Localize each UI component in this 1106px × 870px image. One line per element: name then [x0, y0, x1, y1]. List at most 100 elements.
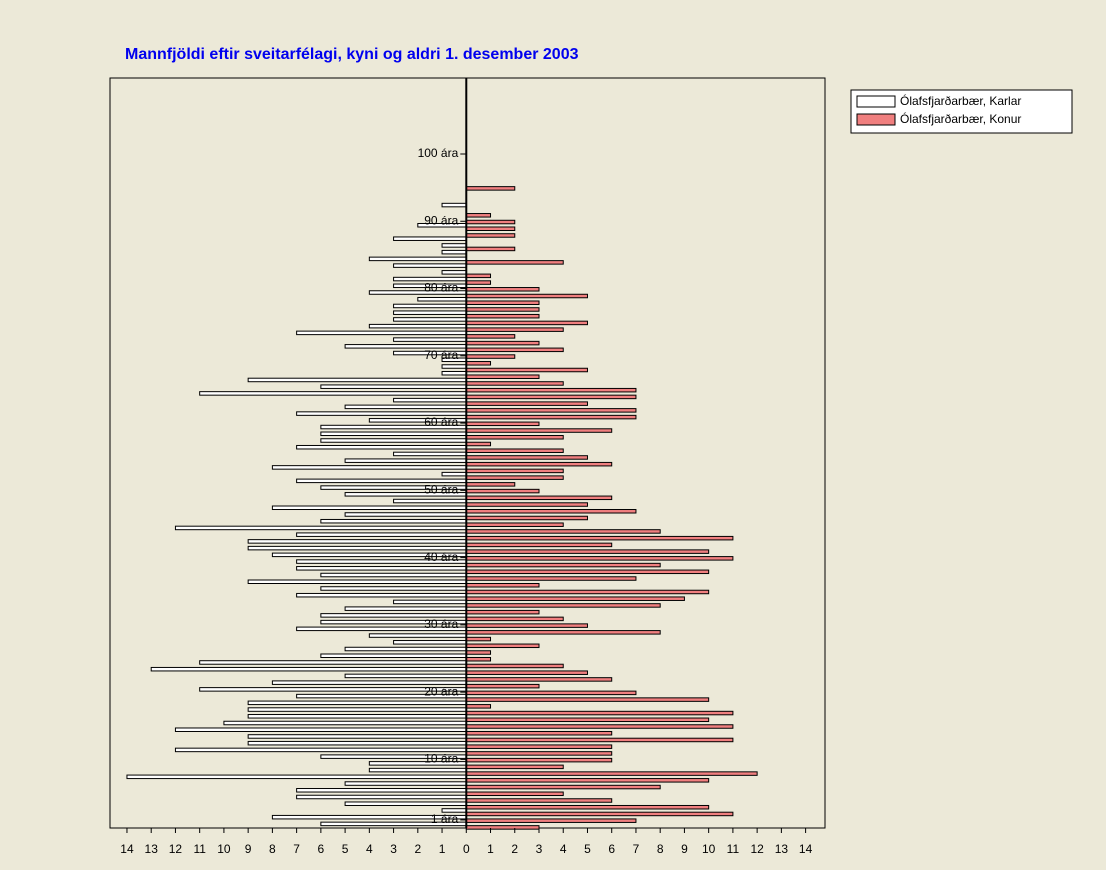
- bar: [465, 502, 588, 507]
- bar: [247, 377, 467, 383]
- bar: [465, 219, 516, 225]
- bar: [393, 337, 467, 342]
- bar: [465, 495, 613, 501]
- bar: [344, 646, 467, 652]
- bar: [247, 740, 467, 746]
- bar: [465, 778, 710, 783]
- bar: [465, 589, 710, 595]
- bar: [465, 320, 588, 326]
- bar: [320, 431, 467, 437]
- x-tick-label: 6: [318, 842, 325, 856]
- x-tick-label: 14: [799, 842, 813, 856]
- bar: [441, 364, 467, 369]
- bar: [465, 441, 492, 447]
- y-tick-label: 30 ára: [424, 617, 458, 631]
- bar: [465, 387, 637, 393]
- bar: [465, 515, 588, 521]
- bar: [441, 270, 467, 275]
- bar: [441, 202, 467, 208]
- bar: [465, 273, 492, 279]
- x-tick-label: 13: [145, 842, 159, 856]
- bar: [465, 791, 564, 797]
- bar: [465, 771, 758, 776]
- bar: [465, 556, 734, 561]
- x-tick-label: 4: [366, 842, 373, 856]
- bar: [465, 334, 516, 339]
- bar: [344, 801, 467, 806]
- bar: [393, 310, 467, 315]
- bar: [320, 518, 467, 524]
- bar: [393, 397, 467, 403]
- bar: [320, 586, 467, 591]
- bar: [465, 394, 637, 400]
- bar: [465, 549, 710, 554]
- chart-title: Mannfjöldi eftir sveitarfélagi, kyni og …: [125, 46, 579, 63]
- bar: [465, 710, 734, 716]
- bar: [296, 794, 467, 800]
- bar: [465, 583, 540, 588]
- bar: [465, 576, 637, 581]
- x-tick-label: 9: [681, 842, 688, 856]
- bar: [465, 421, 540, 427]
- bar: [465, 354, 516, 359]
- bar: [465, 677, 613, 682]
- bar: [465, 313, 540, 319]
- bar: [441, 370, 467, 376]
- bar: [441, 471, 467, 477]
- x-tick-label: 13: [775, 842, 789, 856]
- bar: [465, 455, 588, 460]
- legend-label: Ólafsfjarðarbær, Konur: [900, 111, 1021, 126]
- bar: [271, 505, 467, 511]
- bar: [465, 757, 613, 763]
- bar: [126, 774, 467, 780]
- bar: [465, 690, 637, 696]
- bar: [393, 263, 467, 268]
- bar: [465, 401, 588, 406]
- bar: [465, 630, 661, 635]
- bar: [465, 361, 492, 366]
- bar: [465, 347, 564, 353]
- bar: [393, 236, 467, 241]
- x-tick-label: 5: [584, 842, 591, 856]
- bar: [465, 609, 540, 615]
- bar: [174, 525, 467, 531]
- bar: [465, 825, 540, 830]
- bar: [465, 730, 613, 736]
- y-tick-label: 90 ára: [424, 213, 458, 227]
- bar: [247, 707, 467, 712]
- bar: [465, 408, 637, 413]
- bar: [320, 384, 467, 389]
- bar: [296, 532, 467, 537]
- bar: [296, 788, 467, 793]
- x-tick-label: 9: [245, 842, 252, 856]
- bar: [465, 307, 540, 312]
- bar: [368, 256, 467, 262]
- bar: [247, 714, 467, 719]
- bar: [247, 539, 467, 544]
- bar: [465, 226, 516, 231]
- x-tick-label: 3: [390, 842, 397, 856]
- bar: [465, 233, 516, 238]
- bar: [465, 818, 637, 823]
- bar: [320, 653, 467, 658]
- bar: [150, 666, 467, 672]
- bar: [465, 784, 661, 790]
- bar: [465, 374, 540, 379]
- bar: [465, 535, 734, 541]
- bar: [320, 438, 467, 443]
- x-tick-label: 6: [608, 842, 615, 856]
- y-tick-label: 50 ára: [424, 483, 458, 497]
- bar: [465, 636, 492, 642]
- bar: [465, 435, 564, 440]
- bar: [465, 509, 637, 514]
- bar: [223, 720, 467, 726]
- bar: [465, 300, 540, 305]
- bar: [344, 606, 467, 611]
- x-tick-label: 8: [657, 842, 664, 856]
- bar: [465, 280, 492, 285]
- bar: [393, 498, 467, 504]
- bar: [393, 451, 467, 457]
- bar: [344, 673, 467, 679]
- bar: [441, 243, 467, 248]
- bar: [465, 697, 710, 702]
